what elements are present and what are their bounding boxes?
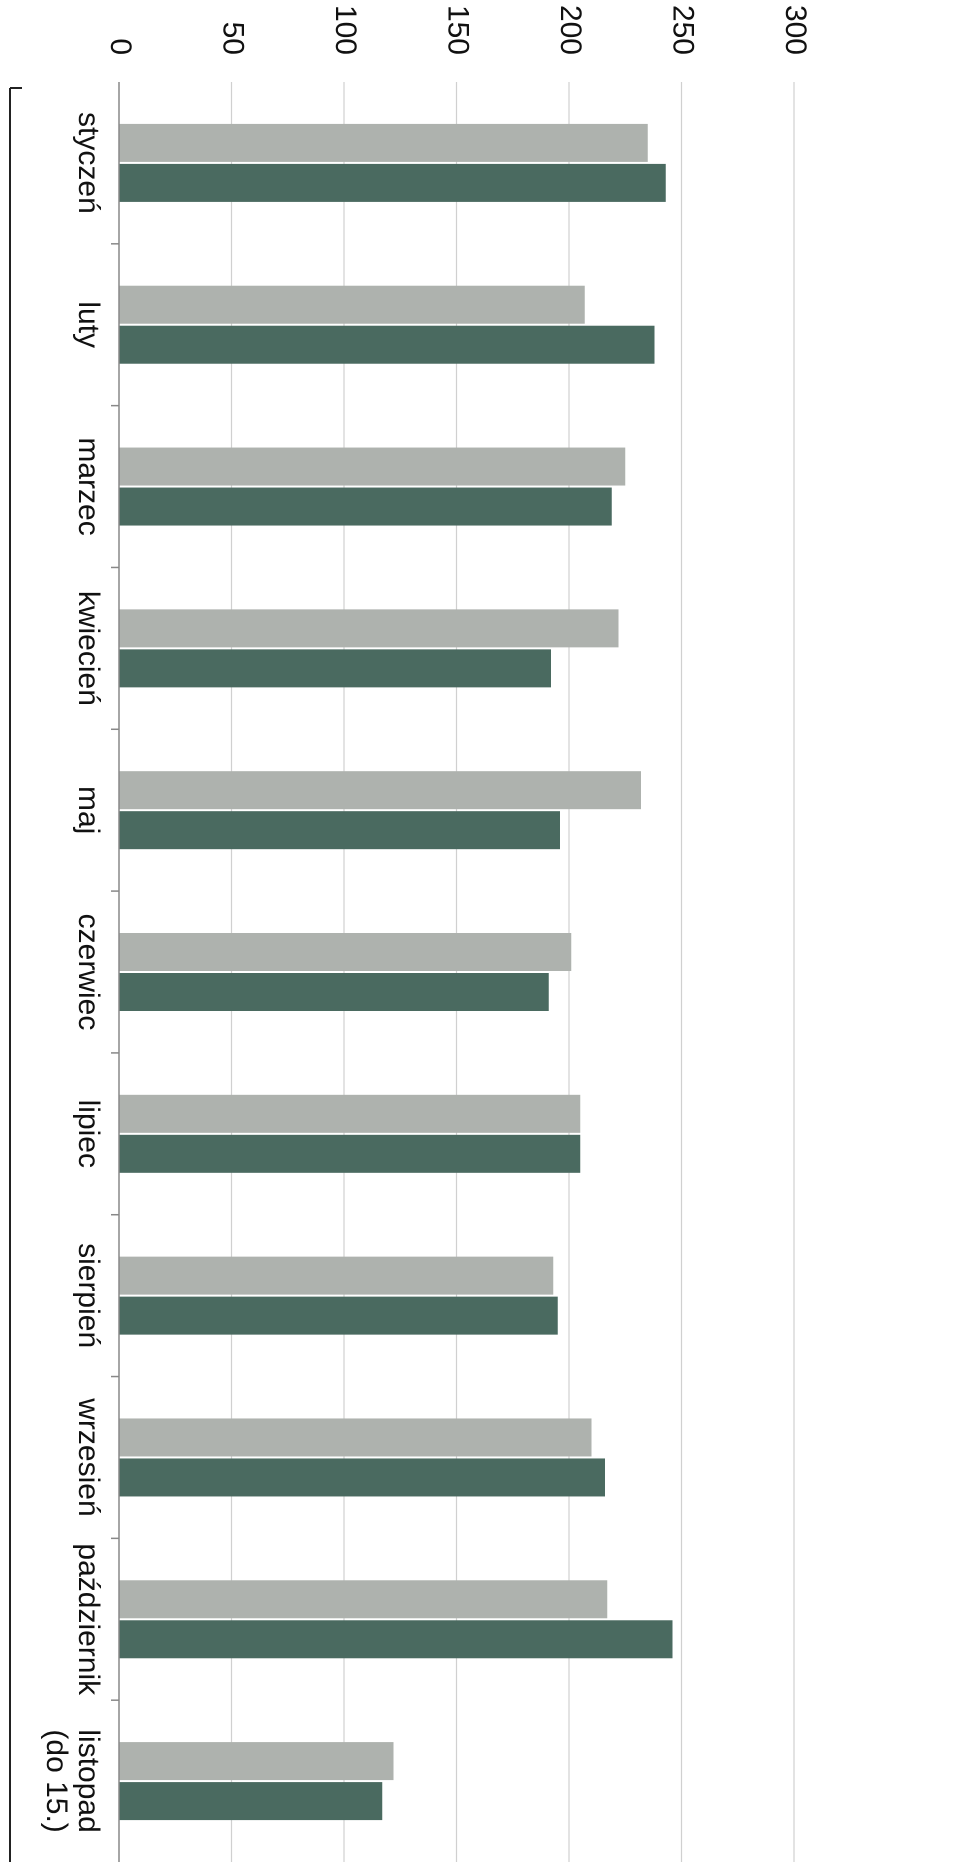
bar-series-1 bbox=[119, 285, 585, 324]
bar-series-2 bbox=[119, 1296, 558, 1335]
value-tick-label: 300 bbox=[779, 5, 812, 55]
bar-series-2 bbox=[119, 811, 560, 850]
axes bbox=[111, 82, 120, 1862]
bar-series-1 bbox=[119, 1580, 608, 1619]
bar-series-1 bbox=[119, 1742, 394, 1781]
value-tick-label: 150 bbox=[442, 5, 475, 55]
value-tick-label: 0 bbox=[104, 38, 137, 55]
bar-series-2 bbox=[119, 163, 666, 202]
bar-series-2 bbox=[119, 325, 655, 364]
labels: 0 50 100 150 200 250 300 styczeń luty marzec kwiec… bbox=[40, 5, 812, 1833]
bar-series-1 bbox=[119, 1256, 554, 1295]
bar-series-2 bbox=[119, 1134, 581, 1173]
chart-rotated-group: 0 50 100 150 200 250 300 styczeń luty marzec kwiec… bbox=[40, 5, 812, 1862]
bars bbox=[119, 123, 673, 1821]
category-label: sierpień bbox=[72, 1243, 105, 1348]
bar-series-2 bbox=[119, 1782, 383, 1821]
category-label: wrzesień bbox=[72, 1397, 105, 1516]
bar-series-1 bbox=[119, 1418, 592, 1457]
category-label: lipiec bbox=[72, 1100, 105, 1168]
category-label: październik bbox=[72, 1543, 105, 1696]
category-label: marzec bbox=[72, 437, 105, 535]
bar-series-1 bbox=[119, 609, 619, 648]
bar-series-1 bbox=[119, 933, 572, 971]
bar-series-2 bbox=[119, 973, 549, 1011]
category-label: czerwiec bbox=[72, 914, 105, 1031]
gridlines bbox=[230, 82, 795, 1862]
bar-series-2 bbox=[119, 649, 551, 688]
bar-series-1 bbox=[119, 1094, 581, 1133]
bar-series-2 bbox=[119, 1620, 673, 1659]
value-tick-label: 250 bbox=[667, 5, 700, 55]
value-tick-label: 100 bbox=[329, 5, 362, 55]
bar-series-1 bbox=[119, 123, 648, 162]
category-label: kwiecień bbox=[72, 591, 105, 706]
category-label: styczeń bbox=[72, 112, 105, 214]
bar-series-2 bbox=[119, 1458, 605, 1497]
category-label: luty bbox=[72, 301, 105, 348]
bar-series-1 bbox=[119, 447, 626, 486]
category-label: listopad(do 15.) bbox=[40, 1729, 105, 1832]
bar-series-1 bbox=[119, 771, 641, 810]
category-label: maj bbox=[72, 786, 105, 834]
bar-series-2 bbox=[119, 487, 612, 526]
value-tick-label: 50 bbox=[217, 22, 250, 55]
value-tick-label: 200 bbox=[554, 5, 587, 55]
legend-frame bbox=[9, 87, 22, 1862]
